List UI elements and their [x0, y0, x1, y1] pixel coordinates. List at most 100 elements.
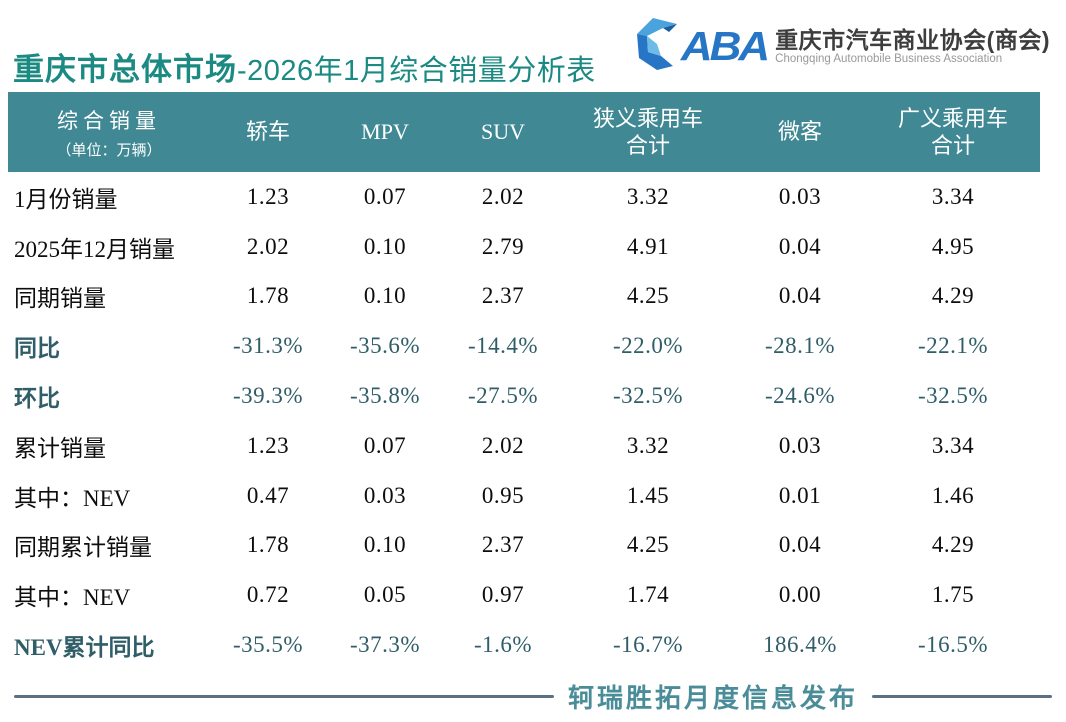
cell-value: 3.32 [626, 183, 670, 209]
row-label: 2025年12月销量 [14, 236, 175, 262]
cell-value: 1.74 [626, 582, 670, 608]
row-label: 同期累计销量 [14, 535, 152, 561]
cell-value: 0.03 [778, 432, 822, 458]
cell-value: 1.23 [246, 183, 290, 209]
cell-value: -22.0% [612, 333, 684, 359]
cell-value: 2.02 [246, 233, 290, 259]
cell-value: -14.4% [467, 333, 539, 359]
cell-value: 0.10 [363, 283, 407, 309]
cell-value: -28.1% [764, 333, 836, 359]
table-header-row: 综合销量 （单位：万辆） 轿车 MPV SUV 狭义乘用车 合计 微客 广义乘用车 合计 [8, 92, 1040, 172]
cell-value: 4.25 [626, 283, 670, 309]
cell-value: -1.6% [473, 632, 533, 658]
table-row: 同期销量 1.78 0.10 2.37 4.25 0.04 4.29 [8, 272, 1040, 322]
caba-logo-mark: ABA [633, 16, 770, 77]
cell-value: 0.04 [778, 532, 822, 558]
cell-value: -27.5% [467, 383, 539, 409]
page-title-rest: -2026年1月综合销量分析表 [237, 55, 596, 87]
footer: 轲瑞胜拓月度信息发布 [0, 676, 1066, 716]
association-name-en: Chongqing Automobile Business Associatio… [775, 53, 1003, 66]
cell-value: 0.95 [481, 482, 525, 508]
cell-value: -16.7% [612, 632, 684, 658]
corner-title: 综合销量 [57, 108, 161, 133]
cell-value: -35.8% [349, 383, 421, 409]
cell-value: 0.07 [363, 183, 407, 209]
page-title: 重庆市总体市场-2026年1月综合销量分析表 [13, 44, 596, 89]
table-row: 2025年12月销量 2.02 0.10 2.79 4.91 0.04 4.95 [8, 222, 1040, 272]
caba-c-icon [633, 16, 687, 77]
column-header: 微客 [777, 119, 822, 145]
cell-value: 0.04 [778, 283, 822, 309]
cell-value: -39.3% [232, 383, 304, 409]
cell-value: 2.02 [481, 432, 525, 458]
row-label: 同期销量 [14, 286, 106, 312]
row-label: 环比 [14, 386, 60, 412]
table-row: 其中：NEV 0.72 0.05 0.97 1.74 0.00 1.75 [8, 570, 1040, 620]
row-label: 其中：NEV [14, 585, 131, 611]
cell-value: 0.01 [778, 482, 822, 508]
cell-value: -32.5% [917, 383, 989, 409]
table-body: 1月份销量 1.23 0.07 2.02 3.32 0.03 3.34 2025年12月销量 2… [8, 172, 1040, 670]
table-row: 1月份销量 1.23 0.07 2.02 3.32 0.03 3.34 [8, 172, 1040, 222]
cell-value: 0.72 [246, 582, 290, 608]
row-label: 1月份销量 [14, 186, 118, 212]
cell-value: 0.04 [778, 233, 822, 259]
cell-value: 0.03 [363, 482, 407, 508]
table-row: NEV累计同比 -35.5% -37.3% -1.6% -16.7% 186.4% -16.… [8, 620, 1040, 670]
row-label: NEV累计同比 [14, 635, 155, 661]
table-corner-cell: 综合销量 （单位：万辆） [8, 105, 210, 160]
cell-value: 0.47 [246, 482, 290, 508]
top-bar: 重庆市总体市场-2026年1月综合销量分析表 ABA 重庆市汽车商业协会(商会)… [0, 0, 1066, 92]
page-title-bold: 重庆市总体市场 [13, 52, 237, 87]
caba-logo-letters: ABA [680, 23, 770, 69]
cell-value: 0.97 [481, 582, 525, 608]
cell-value: 186.4% [763, 632, 837, 658]
cell-value: 3.34 [931, 183, 975, 209]
cell-value: 4.29 [931, 532, 975, 558]
footer-text: 轲瑞胜拓月度信息发布 [568, 683, 859, 713]
cell-value: 4.95 [931, 233, 975, 259]
row-label: 累计销量 [14, 435, 106, 461]
cell-value: 4.29 [931, 283, 975, 309]
row-label: 其中：NEV [14, 485, 131, 511]
table-row: 其中：NEV 0.47 0.03 0.95 1.45 0.01 1.46 [8, 471, 1040, 521]
table-row: 同比 -31.3% -35.6% -14.4% -22.0% -28.1% -22.1% [8, 321, 1040, 371]
association-logo: ABA 重庆市汽车商业协会(商会) Chongqing Automobile B… [633, 16, 1050, 77]
cell-value: 4.91 [626, 233, 670, 259]
cell-value: -37.3% [349, 632, 421, 658]
cell-value: 1.78 [246, 532, 290, 558]
column-header: 广义乘用车 合计 [897, 105, 1008, 159]
table-row: 同期累计销量 1.78 0.10 2.37 4.25 0.04 4.29 [8, 521, 1040, 571]
table-row: 环比 -39.3% -35.8% -27.5% -32.5% -24.6% -32.5% [8, 371, 1040, 421]
cell-value: 2.79 [481, 233, 525, 259]
cell-value: -35.5% [232, 632, 304, 658]
cell-value: 1.78 [246, 283, 290, 309]
cell-value: -35.6% [349, 333, 421, 359]
footer-rule-left [14, 694, 554, 698]
sales-analysis-table: 综合销量 （单位：万辆） 轿车 MPV SUV 狭义乘用车 合计 微客 广义乘用车 合计 … [8, 92, 1040, 670]
cell-value: 0.07 [363, 432, 407, 458]
cell-value: 0.10 [363, 233, 407, 259]
cell-value: 0.03 [778, 183, 822, 209]
cell-value: 1.45 [626, 482, 670, 508]
cell-value: -16.5% [917, 632, 989, 658]
cell-value: 1.46 [931, 482, 975, 508]
column-header: 狭义乘用车 合计 [592, 105, 703, 159]
cell-value: 2.37 [481, 283, 525, 309]
column-header: 轿车 [245, 119, 290, 145]
cell-value: -32.5% [612, 383, 684, 409]
row-label: 同比 [14, 336, 60, 362]
association-name-cn: 重庆市汽车商业协会(商会) [775, 26, 1050, 53]
association-name: 重庆市汽车商业协会(商会) Chongqing Automobile Busin… [775, 27, 1050, 67]
cell-value: 1.75 [931, 582, 975, 608]
cell-value: -24.6% [764, 383, 836, 409]
cell-value: 0.10 [363, 532, 407, 558]
footer-rule-right [872, 694, 1052, 698]
corner-subtitle: （单位：万辆） [56, 142, 162, 159]
cell-value: -22.1% [917, 333, 989, 359]
column-header: MPV [361, 119, 409, 145]
cell-value: 3.34 [931, 432, 975, 458]
cell-value: 2.37 [481, 532, 525, 558]
cell-value: 1.23 [246, 432, 290, 458]
cell-value: 0.05 [363, 582, 407, 608]
